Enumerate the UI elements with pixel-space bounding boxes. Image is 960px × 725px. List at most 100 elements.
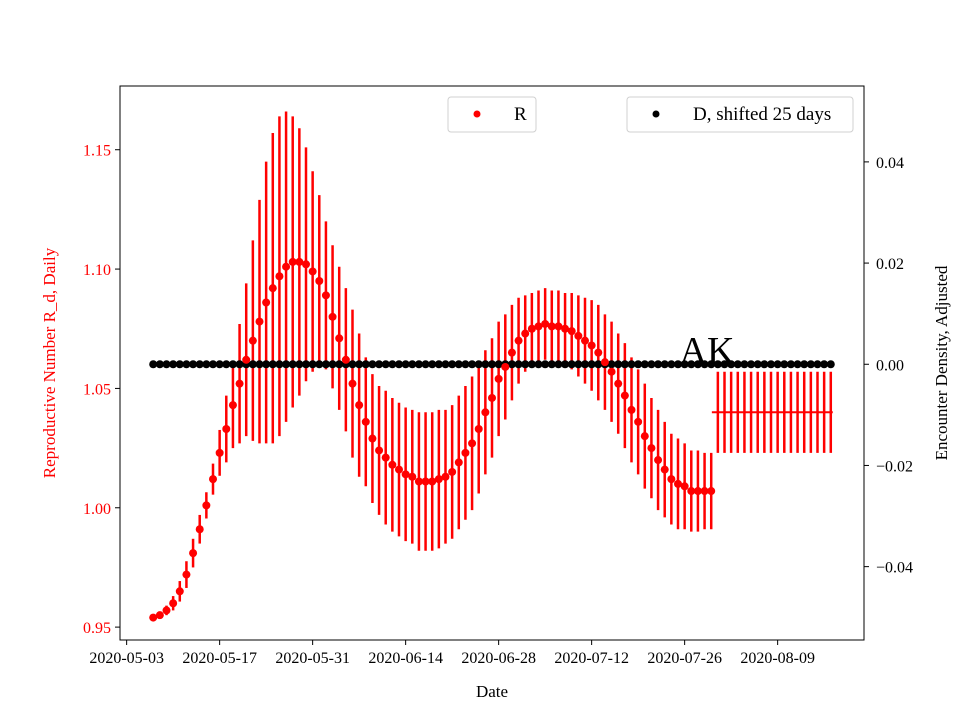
plot-frame (119, 85, 865, 641)
d-point (826, 360, 835, 369)
r-point (414, 477, 423, 486)
r-point (335, 334, 344, 343)
r-point (248, 336, 257, 345)
d-point (302, 360, 310, 369)
d-point (335, 360, 344, 369)
r-point (348, 379, 357, 388)
r-point (614, 379, 623, 388)
d-point (806, 360, 815, 369)
legend-r-marker (473, 110, 481, 118)
d-point (514, 360, 523, 369)
x-tick-label: 2020-05-03 (89, 650, 164, 667)
r-point (647, 444, 656, 453)
legend-r-frame (447, 96, 537, 133)
d-point (388, 360, 397, 369)
r-point (175, 587, 184, 596)
d-point (561, 360, 570, 369)
d-point (720, 360, 729, 369)
d-point (315, 360, 324, 369)
r-point (375, 446, 384, 455)
d-point (441, 360, 450, 369)
d-point (667, 360, 676, 369)
d-point (355, 360, 364, 369)
d-point (381, 360, 390, 369)
r-point (302, 260, 310, 269)
d-point (654, 360, 663, 369)
r-point (700, 487, 709, 496)
d-point (474, 360, 483, 369)
r-point (308, 267, 317, 276)
y-left-tick-label: 1.00 (83, 501, 111, 518)
r-point (395, 465, 403, 474)
r-point (534, 322, 543, 331)
d-point (321, 360, 330, 369)
d-point (660, 360, 669, 369)
d-point (594, 360, 603, 369)
r-point (600, 358, 609, 367)
r-point (693, 487, 702, 496)
r-point (388, 460, 397, 469)
r-point (627, 405, 636, 414)
x-tick-label: 2020-06-28 (461, 650, 536, 667)
d-point (282, 360, 291, 369)
r-point (581, 336, 589, 345)
r-point (461, 448, 470, 457)
legend-r-label: R (514, 104, 527, 125)
d-point (780, 360, 789, 369)
legend-d-label: D, shifted 25 days (693, 104, 831, 125)
r-point (162, 606, 171, 615)
d-point (288, 360, 297, 369)
r-point (341, 355, 350, 364)
r-point (521, 329, 530, 338)
d-point (587, 360, 596, 369)
r-point (707, 487, 716, 496)
r-point (667, 475, 676, 484)
y-left-tick-label: 1.05 (83, 381, 111, 398)
d-point (328, 360, 337, 369)
r-point (408, 472, 417, 481)
d-point (428, 360, 437, 369)
d-point (740, 360, 749, 369)
r-point (687, 487, 696, 496)
d-point (262, 360, 271, 369)
d-point (488, 360, 496, 369)
plot-marks (149, 111, 835, 622)
d-point (521, 360, 530, 369)
r-point (567, 327, 576, 336)
r-point (474, 424, 483, 433)
x-tick-label: 2020-07-26 (647, 650, 722, 667)
d-point (368, 360, 377, 369)
d-point (687, 360, 696, 369)
d-point (448, 360, 457, 369)
d-point (793, 360, 802, 369)
d-point (461, 360, 470, 369)
x-tick-label: 2020-08-09 (740, 650, 815, 667)
r-point (182, 570, 191, 579)
r-point (288, 257, 297, 266)
x-tick-label: 2020-06-14 (368, 650, 443, 667)
d-point (627, 360, 636, 369)
r-point (434, 475, 443, 484)
r-point (355, 401, 364, 410)
r-point (501, 362, 510, 371)
r-point (222, 424, 231, 433)
annotation-label: AK (680, 330, 735, 372)
r-point (574, 331, 583, 340)
r-point (441, 472, 450, 481)
legend-d: D, shifted 25 days (626, 96, 854, 133)
d-point (434, 360, 443, 369)
d-point (189, 360, 198, 369)
d-point (554, 360, 563, 369)
r-point (268, 284, 277, 293)
r-point (149, 613, 158, 622)
d-point (481, 360, 490, 369)
r-point (481, 408, 490, 417)
y-left-tick-label: 0.95 (83, 620, 111, 637)
r-point (514, 336, 523, 345)
d-point (408, 360, 417, 369)
d-point (753, 360, 762, 369)
d-point (468, 360, 477, 369)
r-point (527, 324, 536, 333)
y-right-tick-label: −0.04 (876, 560, 913, 577)
